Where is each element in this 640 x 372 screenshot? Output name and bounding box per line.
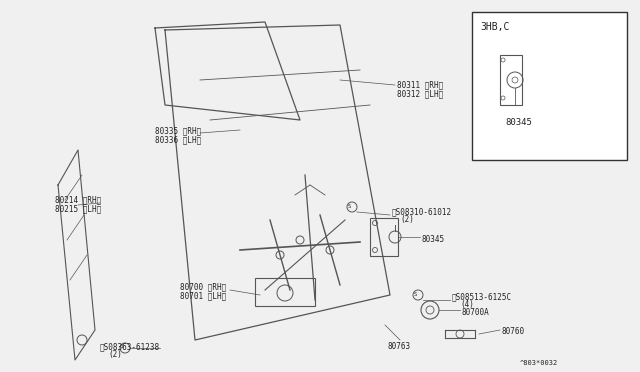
Text: 80214 〈RH〉: 80214 〈RH〉 [55,195,101,204]
Text: 80701 〈LH〉: 80701 〈LH〉 [180,291,227,300]
Text: 80312 〈LH〉: 80312 〈LH〉 [397,89,444,98]
Text: 80335 〈RH〉: 80335 〈RH〉 [155,126,201,135]
Text: (2): (2) [108,350,122,359]
Bar [255,278,315,306]
Text: 3HB,C: 3HB,C [480,22,509,32]
Bar [500,55,522,105]
Text: ^803*0032: ^803*0032 [520,360,558,366]
Text: 80345: 80345 [505,118,532,127]
Text: 80760: 80760 [502,327,525,336]
Text: ⓈS08363-61238: ⓈS08363-61238 [100,342,160,351]
Bar [370,218,398,256]
Text: ⓈS08310-61012: ⓈS08310-61012 [392,207,452,216]
Text: ⓈS08513-6125C: ⓈS08513-6125C [452,292,512,301]
Text: 80700A: 80700A [462,308,490,317]
Text: S: S [121,344,124,350]
Text: 80763: 80763 [388,342,411,351]
Text: 80700 〈RH〉: 80700 〈RH〉 [180,282,227,291]
Text: 80215 〈LH〉: 80215 〈LH〉 [55,204,101,213]
Text: 80311 〈RH〉: 80311 〈RH〉 [397,80,444,89]
Text: 80345: 80345 [422,235,445,244]
Text: (4): (4) [460,300,474,309]
Text: (2): (2) [400,215,414,224]
Text: S: S [414,292,417,296]
Text: 80336 〈LH〉: 80336 〈LH〉 [155,135,201,144]
Text: S: S [348,203,351,208]
Bar [472,12,627,160]
